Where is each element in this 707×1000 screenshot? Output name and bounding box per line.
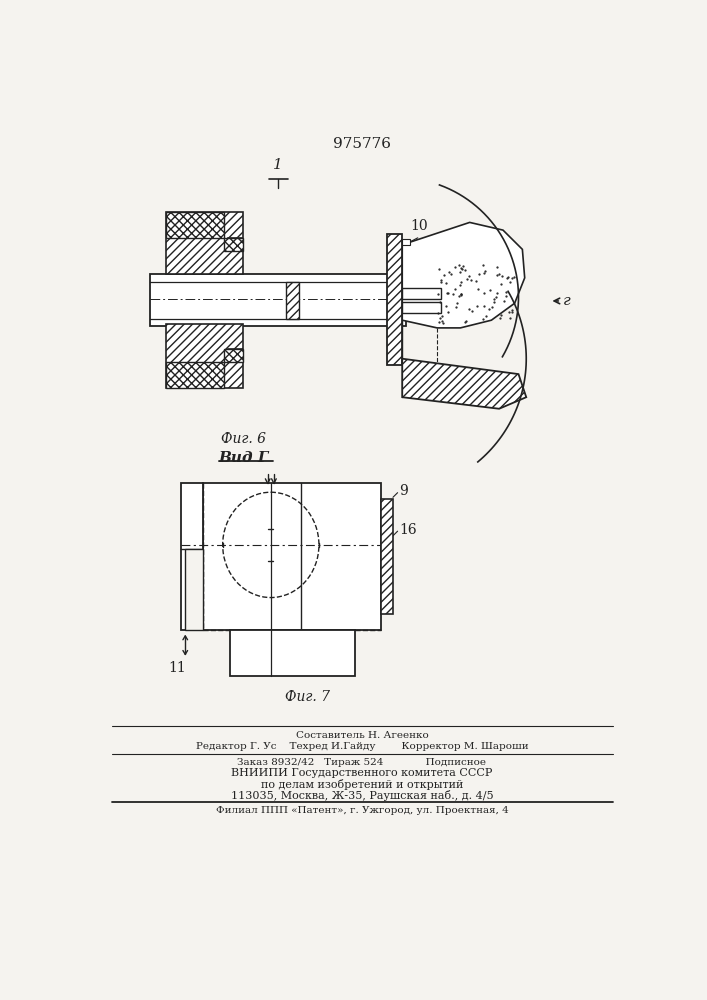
Text: Фиг. 7: Фиг. 7: [285, 690, 330, 704]
Polygon shape: [166, 212, 224, 238]
Bar: [203, 483, 381, 630]
Polygon shape: [224, 349, 243, 362]
Text: 113035, Москва, Ж-35, Раушская наб., д. 4/5: 113035, Москва, Ж-35, Раушская наб., д. …: [230, 790, 493, 801]
Polygon shape: [166, 212, 243, 274]
Text: Редактор Г. Ус    Техред И.Гайду        Корректор М. Шароши: Редактор Г. Ус Техред И.Гайду Корректор …: [196, 742, 528, 751]
Text: 1: 1: [274, 158, 283, 172]
Bar: [402, 302, 441, 312]
Text: 16: 16: [399, 523, 416, 537]
Bar: [151, 274, 406, 326]
Bar: [182, 483, 203, 630]
Polygon shape: [166, 362, 224, 388]
Text: по делам изобретений и открытий: по делам изобретений и открытий: [261, 779, 463, 790]
Text: 9: 9: [399, 484, 408, 498]
Polygon shape: [402, 222, 525, 328]
Bar: [402, 288, 441, 299]
Text: 10: 10: [410, 219, 428, 233]
Polygon shape: [402, 359, 526, 409]
Bar: [185, 549, 203, 630]
Text: ВНИИПИ Государственного комитета СССР: ВНИИПИ Государственного комитета СССР: [231, 768, 493, 778]
Polygon shape: [381, 499, 393, 614]
Text: г: г: [563, 294, 571, 308]
Text: 11: 11: [169, 661, 187, 675]
Polygon shape: [166, 324, 243, 388]
Text: Фиг. 6: Фиг. 6: [221, 432, 266, 446]
Polygon shape: [402, 239, 410, 245]
Bar: [387, 234, 402, 365]
Polygon shape: [286, 282, 299, 319]
Text: Составитель Н. Агеенко: Составитель Н. Агеенко: [296, 731, 428, 740]
Polygon shape: [402, 226, 522, 312]
Text: Вид Г: Вид Г: [218, 451, 269, 465]
Text: Филиал ППП «Патент», г. Ужгород, ул. Проектная, 4: Филиал ППП «Патент», г. Ужгород, ул. Про…: [216, 806, 508, 815]
Text: 975776: 975776: [333, 137, 391, 151]
Polygon shape: [224, 238, 243, 251]
Text: Заказ 8932/42   Тираж 524             Подписное: Заказ 8932/42 Тираж 524 Подписное: [238, 758, 486, 767]
Bar: [230, 630, 355, 676]
